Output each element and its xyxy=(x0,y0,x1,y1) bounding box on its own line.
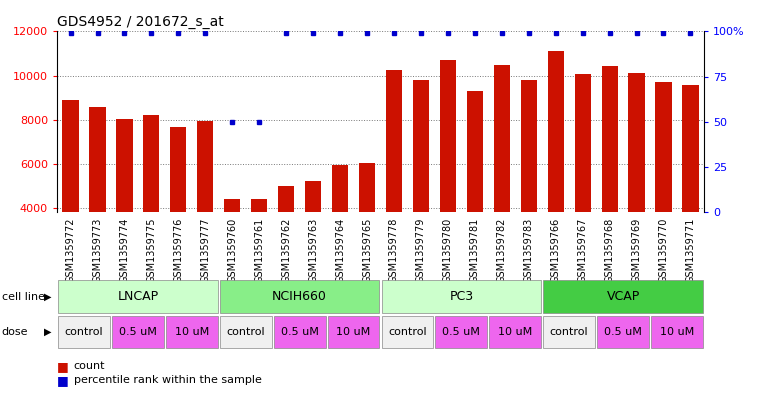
Bar xyxy=(143,115,160,296)
Text: GSM1359772: GSM1359772 xyxy=(65,218,75,283)
Text: 10 uM: 10 uM xyxy=(660,327,694,337)
Text: GSM1359783: GSM1359783 xyxy=(524,218,533,283)
Text: 10 uM: 10 uM xyxy=(336,327,371,337)
Text: GSM1359778: GSM1359778 xyxy=(389,218,399,283)
Text: ■: ■ xyxy=(57,360,68,373)
Bar xyxy=(62,100,78,296)
Text: GSM1359763: GSM1359763 xyxy=(308,218,318,283)
Text: GSM1359769: GSM1359769 xyxy=(632,218,642,283)
Text: ■: ■ xyxy=(57,374,68,387)
Bar xyxy=(651,316,703,348)
Text: count: count xyxy=(74,361,105,371)
Bar xyxy=(543,316,595,348)
Text: control: control xyxy=(227,327,265,337)
Text: GSM1359764: GSM1359764 xyxy=(335,218,345,283)
Text: 0.5 uM: 0.5 uM xyxy=(119,327,157,337)
Text: GSM1359776: GSM1359776 xyxy=(174,218,183,283)
Text: GSM1359771: GSM1359771 xyxy=(686,218,696,283)
Text: GSM1359761: GSM1359761 xyxy=(254,218,264,283)
Text: LNCAP: LNCAP xyxy=(117,290,158,303)
Bar xyxy=(381,281,541,313)
Text: GSM1359775: GSM1359775 xyxy=(146,218,157,283)
Text: percentile rank within the sample: percentile rank within the sample xyxy=(74,375,262,385)
Bar xyxy=(305,181,321,296)
Text: 0.5 uM: 0.5 uM xyxy=(604,327,642,337)
Bar xyxy=(489,316,541,348)
Text: 10 uM: 10 uM xyxy=(175,327,209,337)
Text: GSM1359765: GSM1359765 xyxy=(362,218,372,283)
Bar xyxy=(629,73,645,296)
Bar xyxy=(440,60,456,296)
Text: 0.5 uM: 0.5 uM xyxy=(281,327,319,337)
Text: VCAP: VCAP xyxy=(607,290,640,303)
Text: GSM1359782: GSM1359782 xyxy=(497,218,507,283)
Bar xyxy=(359,163,375,296)
Bar xyxy=(166,316,218,348)
Bar xyxy=(58,316,110,348)
Bar xyxy=(466,91,483,296)
Text: ▶: ▶ xyxy=(44,292,52,302)
Text: GSM1359773: GSM1359773 xyxy=(93,218,103,283)
Bar xyxy=(381,316,433,348)
Text: cell line: cell line xyxy=(2,292,45,302)
Bar xyxy=(251,199,267,296)
Bar xyxy=(220,281,380,313)
Bar xyxy=(332,165,348,296)
Text: GSM1359777: GSM1359777 xyxy=(200,218,210,283)
Bar xyxy=(170,127,186,296)
Text: GSM1359774: GSM1359774 xyxy=(119,218,129,283)
Text: dose: dose xyxy=(2,327,28,337)
Text: GSM1359768: GSM1359768 xyxy=(604,218,615,283)
Bar xyxy=(601,66,618,296)
Text: GSM1359766: GSM1359766 xyxy=(551,218,561,283)
Bar xyxy=(112,316,164,348)
Text: PC3: PC3 xyxy=(449,290,473,303)
Bar xyxy=(597,316,649,348)
Text: 10 uM: 10 uM xyxy=(498,327,533,337)
Bar xyxy=(543,281,703,313)
Text: control: control xyxy=(65,327,103,337)
Bar xyxy=(575,74,591,296)
Bar xyxy=(328,316,380,348)
Text: NCIH660: NCIH660 xyxy=(272,290,327,303)
Text: 0.5 uM: 0.5 uM xyxy=(442,327,480,337)
Text: GSM1359760: GSM1359760 xyxy=(228,218,237,283)
Text: GSM1359779: GSM1359779 xyxy=(416,218,426,283)
Bar xyxy=(412,80,429,296)
Text: GSM1359762: GSM1359762 xyxy=(281,218,291,283)
Text: GSM1359767: GSM1359767 xyxy=(578,218,587,283)
Text: control: control xyxy=(388,327,427,337)
Bar xyxy=(494,64,510,296)
Text: ▶: ▶ xyxy=(44,327,52,337)
Bar xyxy=(278,186,295,296)
Bar xyxy=(548,51,564,296)
Bar xyxy=(224,199,240,296)
Text: GSM1359780: GSM1359780 xyxy=(443,218,453,283)
Bar xyxy=(655,82,672,296)
Bar xyxy=(197,121,213,296)
Bar xyxy=(386,70,402,296)
Bar xyxy=(90,108,106,296)
Bar xyxy=(274,316,326,348)
Bar xyxy=(58,281,218,313)
Text: GSM1359781: GSM1359781 xyxy=(470,218,480,283)
Text: control: control xyxy=(550,327,588,337)
Text: GDS4952 / 201672_s_at: GDS4952 / 201672_s_at xyxy=(57,15,224,29)
Bar xyxy=(683,85,699,296)
Bar xyxy=(521,80,537,296)
Bar xyxy=(435,316,487,348)
Bar xyxy=(116,119,132,296)
Text: GSM1359770: GSM1359770 xyxy=(658,218,668,283)
Bar xyxy=(220,316,272,348)
